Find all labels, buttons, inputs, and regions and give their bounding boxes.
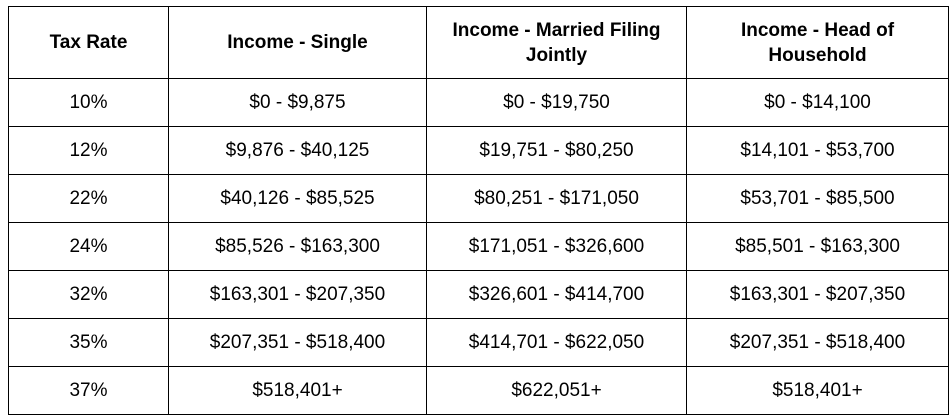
table-row: 37% $518,401+ $622,051+ $518,401+ bbox=[8, 366, 949, 415]
cell-income-single: $85,526 - $163,300 bbox=[168, 222, 427, 271]
cell-tax-rate: 32% bbox=[8, 270, 169, 319]
cell-income-head-of-household: $0 - $14,100 bbox=[686, 78, 949, 127]
cell-income-married: $0 - $19,750 bbox=[426, 78, 687, 127]
table-row: 32% $163,301 - $207,350 $326,601 - $414,… bbox=[8, 270, 949, 319]
table-header-row: Tax Rate Income - Single Income - Marrie… bbox=[8, 6, 949, 79]
cell-income-married: $414,701 - $622,050 bbox=[426, 318, 687, 367]
cell-income-married: $622,051+ bbox=[426, 366, 687, 415]
cell-income-single: $40,126 - $85,525 bbox=[168, 174, 427, 223]
tax-bracket-table: Tax Rate Income - Single Income - Marrie… bbox=[8, 6, 949, 415]
cell-income-single: $207,351 - $518,400 bbox=[168, 318, 427, 367]
table-row: 22% $40,126 - $85,525 $80,251 - $171,050… bbox=[8, 174, 949, 223]
cell-income-head-of-household: $518,401+ bbox=[686, 366, 949, 415]
tax-bracket-table-container: Tax Rate Income - Single Income - Marrie… bbox=[8, 6, 949, 415]
table-row: 10% $0 - $9,875 $0 - $19,750 $0 - $14,10… bbox=[8, 78, 949, 127]
cell-tax-rate: 35% bbox=[8, 318, 169, 367]
header-income-married-filing-jointly: Income - Married Filing Jointly bbox=[426, 6, 687, 79]
cell-income-single: $0 - $9,875 bbox=[168, 78, 427, 127]
header-tax-rate: Tax Rate bbox=[8, 6, 169, 79]
cell-tax-rate: 10% bbox=[8, 78, 169, 127]
cell-income-single: $518,401+ bbox=[168, 366, 427, 415]
cell-tax-rate: 22% bbox=[8, 174, 169, 223]
cell-income-single: $9,876 - $40,125 bbox=[168, 126, 427, 175]
cell-income-head-of-household: $163,301 - $207,350 bbox=[686, 270, 949, 319]
table-row: 24% $85,526 - $163,300 $171,051 - $326,6… bbox=[8, 222, 949, 271]
cell-income-head-of-household: $207,351 - $518,400 bbox=[686, 318, 949, 367]
table-row: 35% $207,351 - $518,400 $414,701 - $622,… bbox=[8, 318, 949, 367]
header-income-head-of-household: Income - Head of Household bbox=[686, 6, 949, 79]
cell-income-head-of-household: $53,701 - $85,500 bbox=[686, 174, 949, 223]
table-row: 12% $9,876 - $40,125 $19,751 - $80,250 $… bbox=[8, 126, 949, 175]
header-income-single: Income - Single bbox=[168, 6, 427, 79]
cell-income-married: $171,051 - $326,600 bbox=[426, 222, 687, 271]
cell-tax-rate: 12% bbox=[8, 126, 169, 175]
cell-tax-rate: 24% bbox=[8, 222, 169, 271]
cell-income-married: $80,251 - $171,050 bbox=[426, 174, 687, 223]
cell-income-married: $326,601 - $414,700 bbox=[426, 270, 687, 319]
cell-income-single: $163,301 - $207,350 bbox=[168, 270, 427, 319]
cell-income-head-of-household: $14,101 - $53,700 bbox=[686, 126, 949, 175]
cell-tax-rate: 37% bbox=[8, 366, 169, 415]
cell-income-head-of-household: $85,501 - $163,300 bbox=[686, 222, 949, 271]
cell-income-married: $19,751 - $80,250 bbox=[426, 126, 687, 175]
